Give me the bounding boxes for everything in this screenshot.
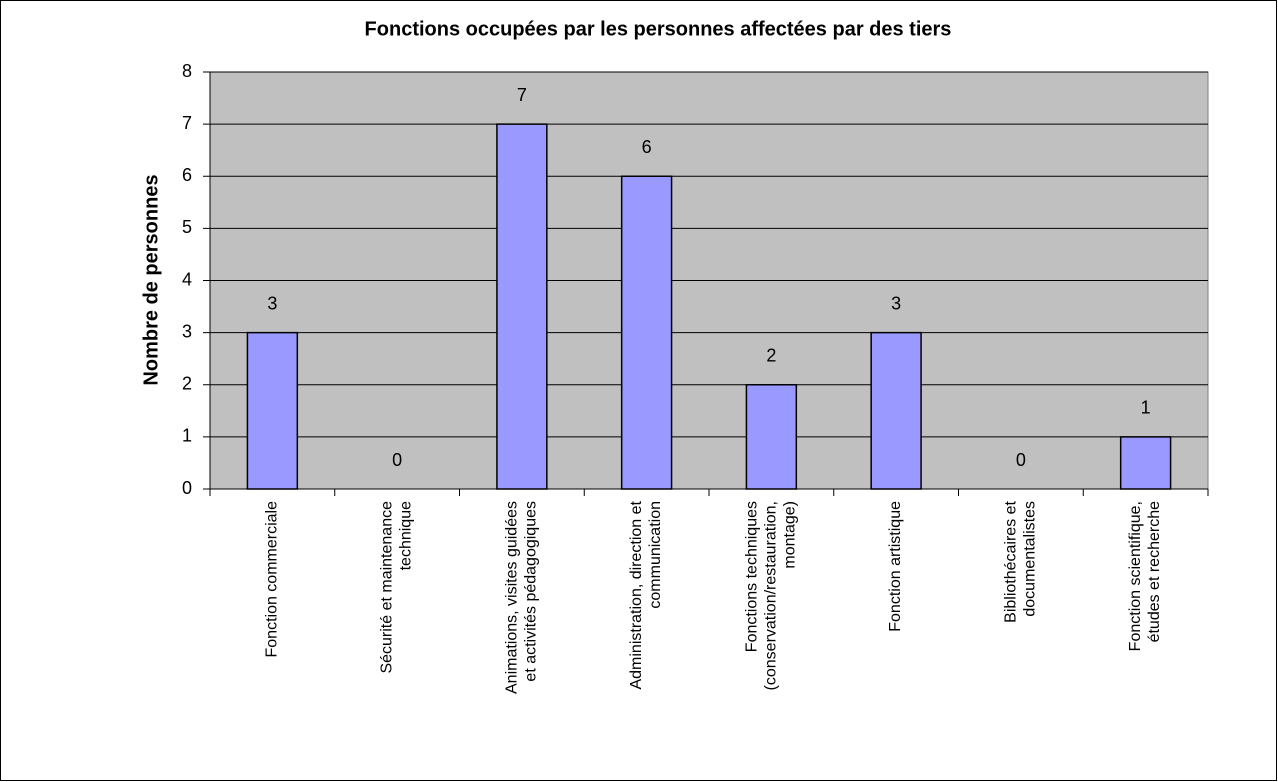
x-tick-label: Fonction artistique [887,501,904,632]
y-tick-label: 0 [182,478,192,498]
x-tick-label: Animations, visites guidées et activités … [504,501,540,694]
data-label: 0 [392,450,402,470]
bar [620,175,673,490]
y-tick-label: 5 [182,217,192,237]
y-tick-label: 8 [182,61,192,81]
x-tick-label: Fonction scientifique, études et recherch… [1127,501,1163,651]
y-tick-label: 3 [182,321,192,341]
x-tick-label: Sécurité et maintenance technique [379,501,415,674]
x-tick-label: Administration, direction et communicatio… [628,500,664,689]
y-axis-label: Nombre de personnes [140,174,162,385]
y-tick-label: 4 [182,269,192,289]
data-label: 3 [267,293,277,313]
y-tick-label: 7 [182,113,192,133]
x-tick-label: Fonctions techniques (conservation/restau… [744,501,799,690]
bar [1119,436,1172,490]
data-label: 3 [891,293,901,313]
bar [246,331,299,490]
y-tick-label: 6 [182,165,192,185]
bar [496,123,548,490]
y-tick-label: 2 [182,374,192,394]
x-tick-label: Fonction commerciale [264,501,281,658]
y-tick-label: 1 [182,426,192,446]
x-tick-label: Bibliothécaires et documentalistes [1003,500,1039,622]
chart-title: Fonctions occupées par les personnes aff… [365,18,952,40]
bar [870,331,922,490]
data-label: 6 [642,137,652,157]
data-label: 0 [1016,450,1026,470]
data-label: 2 [766,346,776,366]
data-label: 7 [517,85,527,105]
data-label: 1 [1141,398,1151,418]
bar [745,384,798,490]
